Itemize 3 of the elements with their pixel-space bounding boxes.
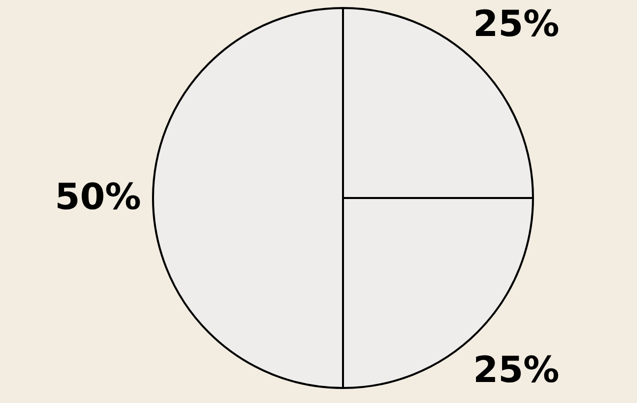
- data-label: 50%: [54, 177, 142, 218]
- data-label: 25%: [473, 350, 560, 392]
- data-label: 25%: [473, 4, 560, 45]
